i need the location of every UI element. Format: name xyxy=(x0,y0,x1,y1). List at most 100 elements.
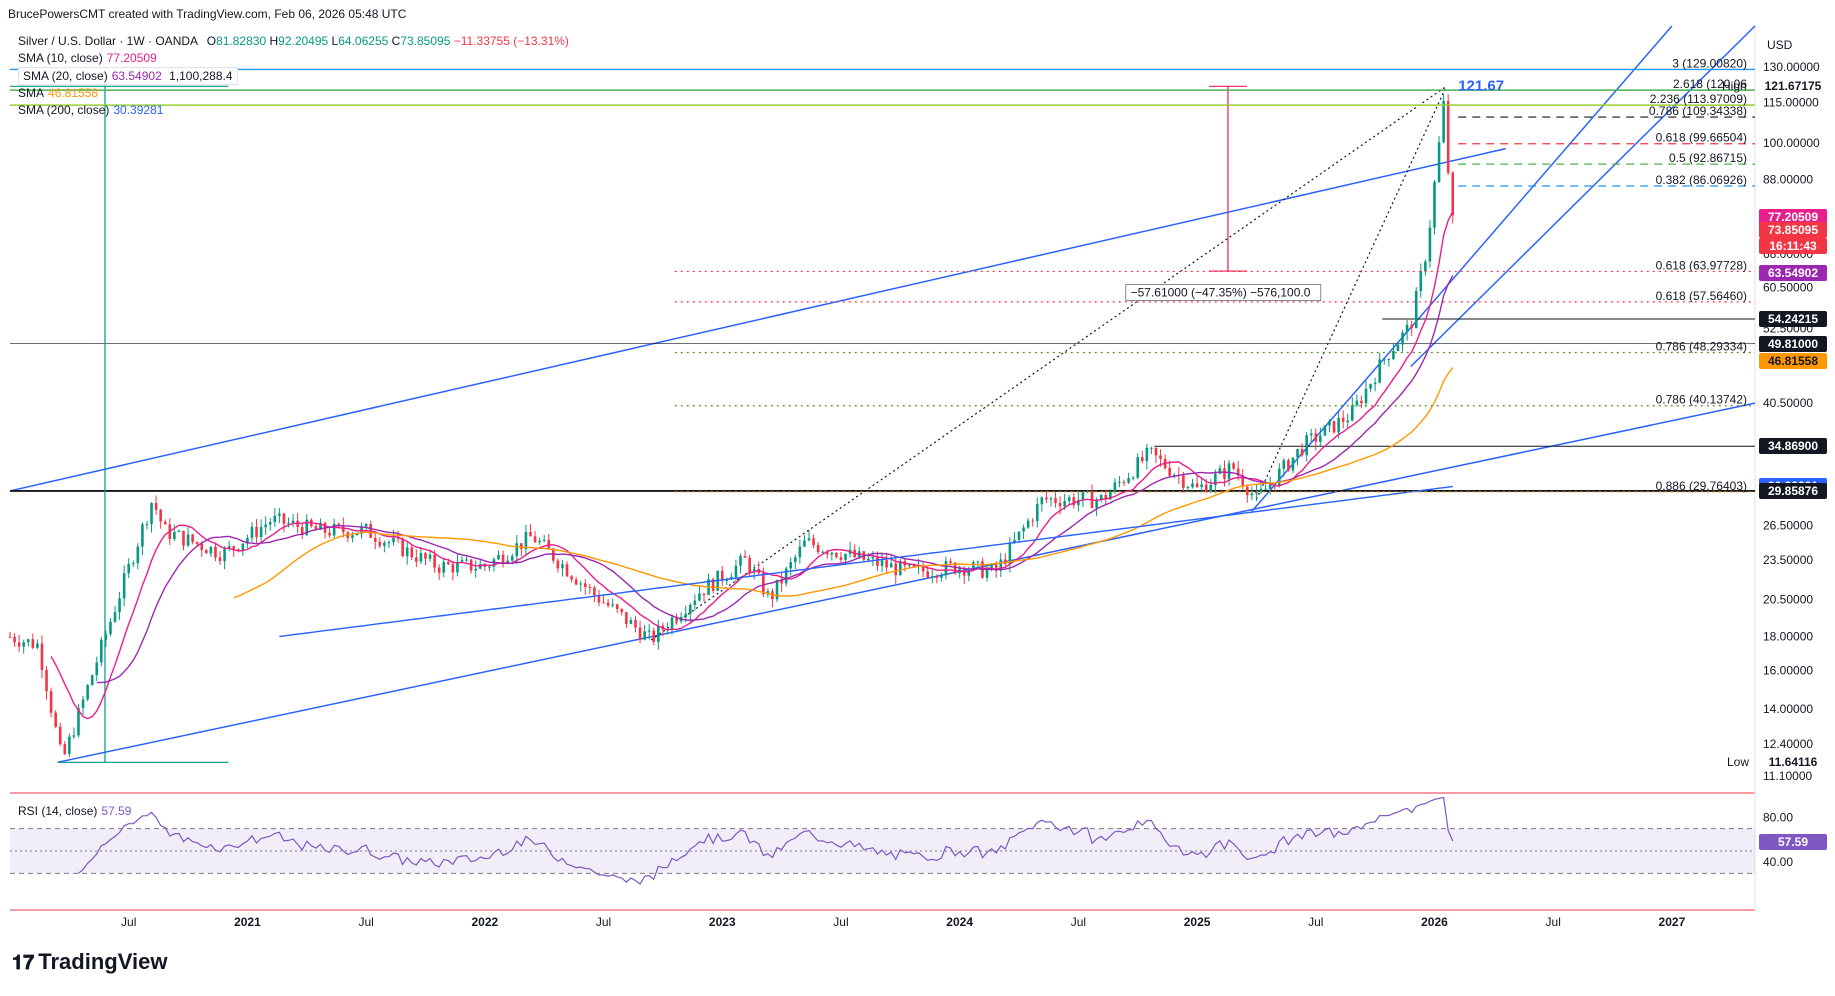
candle xyxy=(798,546,802,558)
candle xyxy=(1437,142,1441,183)
candle xyxy=(1446,100,1450,173)
candle xyxy=(908,564,911,566)
candle xyxy=(474,568,477,571)
candle xyxy=(1049,498,1053,500)
sma50-legend[interactable]: SMA 46.81558 xyxy=(18,85,98,101)
candle xyxy=(542,539,546,542)
ohlc-open: 81.82830 xyxy=(216,34,267,48)
candle xyxy=(579,583,583,585)
candle xyxy=(625,612,628,624)
candle xyxy=(1323,425,1327,436)
fib-label: 0.786 (40.13742) xyxy=(1656,393,1747,407)
candle xyxy=(1159,455,1162,459)
candle xyxy=(1428,227,1432,262)
candle xyxy=(711,579,715,591)
candle xyxy=(748,557,751,573)
candle xyxy=(36,643,39,648)
rsi-legend[interactable]: RSI (14, close) 57.59 xyxy=(18,803,131,819)
candle xyxy=(150,503,153,524)
candle xyxy=(1067,497,1071,502)
candle xyxy=(1360,400,1363,404)
x-tick-label: Jul xyxy=(121,915,136,929)
candle xyxy=(122,573,126,599)
symbol-legend: Silver / U.S. Dollar · 1W · OANDA O81.82… xyxy=(18,33,569,49)
candle xyxy=(460,559,464,562)
candle xyxy=(465,559,468,561)
candle xyxy=(72,735,76,737)
sma200-label: SMA (200, close) xyxy=(18,103,110,117)
candle xyxy=(305,519,309,535)
candle xyxy=(1373,382,1377,385)
candle xyxy=(533,536,537,543)
candle xyxy=(236,549,240,551)
candle xyxy=(1195,483,1199,488)
candle xyxy=(1296,449,1299,458)
candle xyxy=(141,524,144,547)
high-label: High xyxy=(1722,79,1747,94)
ohlc-l-label: L xyxy=(331,34,339,48)
candle xyxy=(926,571,930,578)
candle xyxy=(1013,539,1016,543)
candle xyxy=(1282,460,1286,469)
candle xyxy=(643,631,646,640)
price-axis: 130.00000115.00000100.0000088.0000068.00… xyxy=(1763,60,1820,869)
tradingview-logo[interactable]: 𝟏𝟕 TradingView xyxy=(12,951,167,974)
y-tick-label: 115.00000 xyxy=(1763,96,1819,110)
candle xyxy=(159,509,162,522)
candle xyxy=(1218,468,1222,474)
currency-label[interactable]: USD xyxy=(1767,38,1793,52)
x-tick-label: 2023 xyxy=(709,915,736,929)
candle xyxy=(889,563,893,568)
candle xyxy=(1209,484,1213,492)
candle xyxy=(552,548,555,561)
sma200-legend[interactable]: SMA (200, close) 30.39281 xyxy=(18,102,163,118)
fib-label: 0.618 (57.56460) xyxy=(1656,289,1747,303)
candle xyxy=(1081,491,1085,500)
candle xyxy=(1419,271,1423,292)
candle xyxy=(13,636,16,643)
candle xyxy=(77,707,80,736)
candle xyxy=(273,515,277,523)
candle xyxy=(510,556,514,561)
candle xyxy=(821,551,824,553)
candle xyxy=(118,598,121,613)
candle xyxy=(428,554,432,559)
y-tick-label: 20.50000 xyxy=(1763,592,1813,606)
candle xyxy=(378,541,382,546)
candle xyxy=(825,551,829,555)
x-tick-label: 2026 xyxy=(1421,915,1448,929)
candle xyxy=(1109,491,1112,500)
price-badge: 121.67175 xyxy=(1759,78,1827,95)
price-badge: 49.81000 xyxy=(1759,335,1827,352)
candle xyxy=(8,636,12,638)
candle xyxy=(1191,483,1194,488)
candle xyxy=(287,522,290,524)
ohlc-c-label: C xyxy=(391,34,401,48)
sma10-label: SMA (10, close) xyxy=(18,51,103,65)
candle xyxy=(944,561,948,576)
candle xyxy=(593,587,596,596)
candle xyxy=(1186,487,1190,489)
candle xyxy=(1168,467,1171,476)
peak-label: 121.67 xyxy=(1458,77,1504,94)
candle xyxy=(191,534,194,542)
candle xyxy=(524,531,528,550)
candle xyxy=(182,530,185,546)
candle xyxy=(1287,460,1290,471)
candle xyxy=(743,556,747,558)
candle xyxy=(675,617,678,622)
ohlc-change: −11.33755 (−13.31%) xyxy=(453,34,569,48)
tv-logo-icon: 𝟏𝟕 xyxy=(12,952,35,974)
sma20-legend[interactable]: SMA (20, close) 63.54902 1,100,288.4 xyxy=(18,67,238,85)
ohlc-h-label: H xyxy=(269,34,279,48)
measure-tooltip: 1,100,288.4 xyxy=(169,69,233,83)
candle xyxy=(606,602,610,606)
fib-label: 0.886 (29.76403) xyxy=(1656,479,1747,493)
candle xyxy=(373,537,377,542)
sma200-line xyxy=(279,485,1453,638)
upper-channel-line xyxy=(9,147,1506,492)
fib-label: 2.618 (120.06 xyxy=(1673,77,1747,91)
sma10-legend[interactable]: SMA (10, close) 77.20509 xyxy=(18,50,157,66)
candle xyxy=(447,561,450,565)
